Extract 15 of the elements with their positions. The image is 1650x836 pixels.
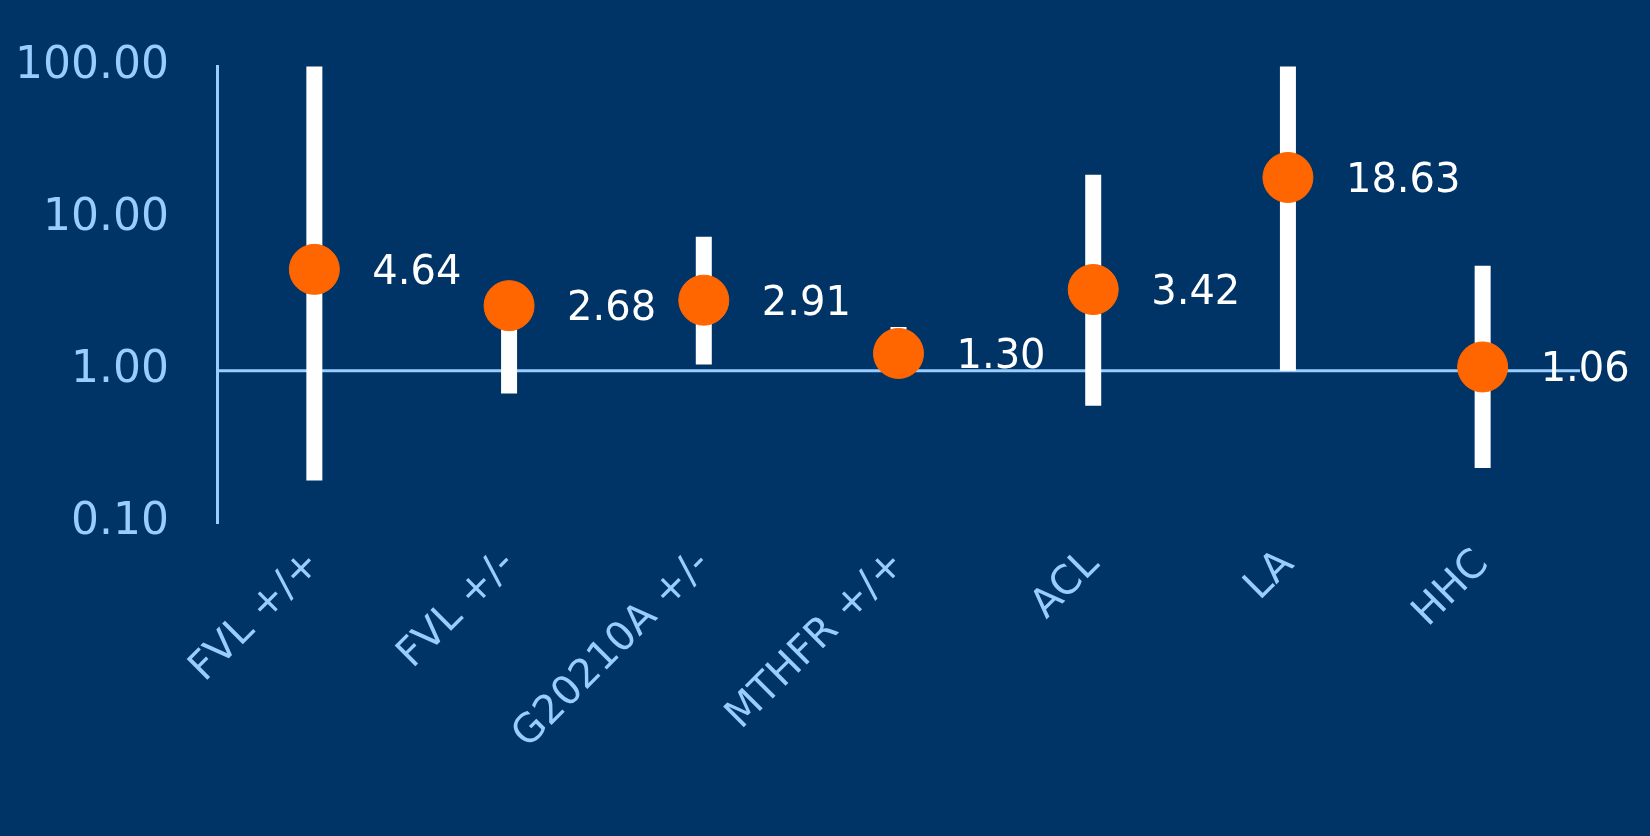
y-tick-label: 0.10 bbox=[71, 493, 169, 545]
data-label: 2.91 bbox=[761, 277, 851, 324]
data-label: 2.68 bbox=[567, 283, 657, 330]
data-label: 4.64 bbox=[372, 246, 462, 293]
data-label: 18.63 bbox=[1345, 154, 1461, 201]
y-tick-label: 100.00 bbox=[15, 36, 169, 88]
data-label: 1.06 bbox=[1540, 344, 1630, 391]
data-label: 1.30 bbox=[956, 330, 1046, 377]
x-tick-label: LA bbox=[1233, 538, 1303, 608]
y-tick-label: 10.00 bbox=[43, 189, 169, 241]
x-tick-label: FVL +/+ bbox=[178, 539, 329, 689]
y-tick-label: 1.00 bbox=[71, 341, 169, 393]
x-tick-label: ACL bbox=[1020, 538, 1108, 627]
data-label: 3.42 bbox=[1151, 266, 1241, 313]
x-tick-label: FVL +/- bbox=[386, 539, 523, 676]
